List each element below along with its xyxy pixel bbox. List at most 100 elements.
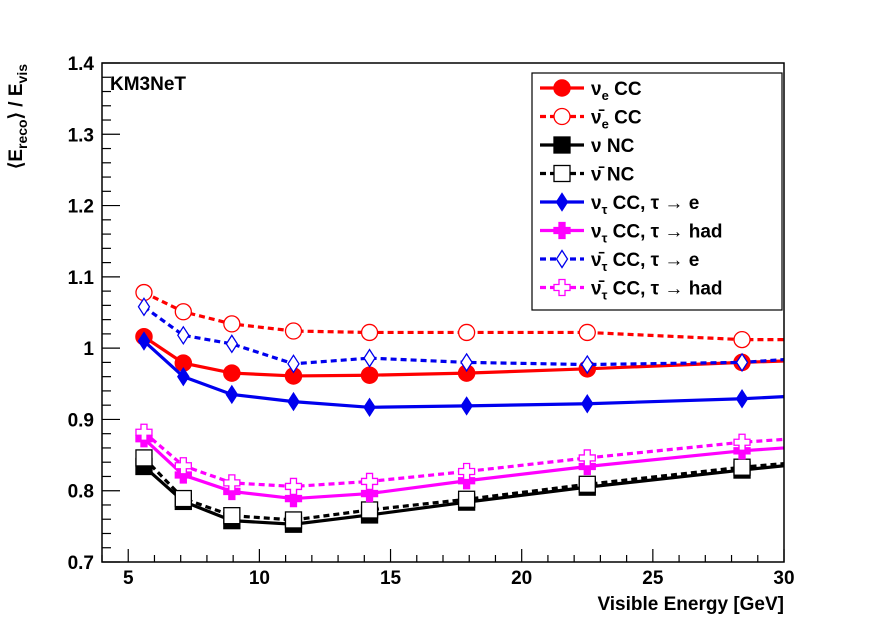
data-point bbox=[733, 458, 751, 476]
series-line bbox=[143, 305, 785, 367]
data-point bbox=[735, 389, 749, 409]
series-line bbox=[142, 456, 785, 522]
x-tick-label: 25 bbox=[642, 568, 664, 589]
data-point bbox=[223, 315, 241, 333]
y-axis-label-part: ⟩ / E bbox=[6, 83, 27, 119]
legend-entry: ν̄ NC bbox=[540, 165, 635, 186]
legend-label: ντ CC, τ → had bbox=[591, 222, 723, 246]
legend-marker bbox=[553, 164, 571, 183]
x-tick-label: 15 bbox=[380, 568, 402, 589]
data-point bbox=[360, 366, 379, 384]
y-axis-label-subscript: reco bbox=[14, 119, 30, 149]
legend-entry: ν̄τ CC, τ → had bbox=[540, 279, 723, 303]
data-point bbox=[733, 330, 751, 349]
y-tick-label: 0.9 bbox=[68, 410, 94, 431]
legend-entry: ν NC bbox=[540, 136, 635, 157]
data-point bbox=[580, 394, 594, 414]
series-layer bbox=[135, 283, 785, 533]
y-tick-label: 0.7 bbox=[68, 553, 94, 574]
data-point bbox=[360, 501, 379, 519]
legend-marker bbox=[553, 107, 571, 126]
data-point bbox=[578, 323, 596, 342]
y-tick-label: 1.3 bbox=[68, 125, 94, 146]
x-tick-label: 30 bbox=[773, 568, 794, 589]
data-point bbox=[363, 348, 376, 368]
legend-marker bbox=[553, 136, 571, 154]
legend-entry: νe CC bbox=[540, 79, 642, 103]
legend-box bbox=[531, 72, 783, 311]
series-4 bbox=[137, 331, 785, 418]
legend-marker bbox=[555, 192, 569, 212]
data-point bbox=[287, 354, 300, 374]
legend-entry: ντ CC, τ → e bbox=[540, 192, 699, 217]
x-axis-label: Visible Energy [GeV] bbox=[597, 594, 784, 615]
x-tick-label: 20 bbox=[511, 568, 532, 589]
data-point bbox=[135, 449, 153, 467]
legend-label: ντ CC, τ → e bbox=[591, 193, 699, 217]
data-point bbox=[460, 352, 473, 373]
data-point bbox=[580, 354, 594, 375]
data-point bbox=[360, 472, 379, 491]
data-point bbox=[177, 366, 190, 387]
data-point bbox=[578, 475, 596, 493]
legend-label: ν NC bbox=[591, 136, 635, 157]
legend-marker bbox=[553, 221, 571, 240]
data-point bbox=[225, 384, 239, 405]
y-axis-label-part: ⟨E bbox=[6, 149, 27, 169]
data-point bbox=[223, 474, 241, 492]
data-point bbox=[284, 322, 303, 340]
data-point bbox=[457, 490, 476, 508]
legend-label: ν̄ NC bbox=[591, 165, 635, 186]
legend-marker bbox=[553, 79, 571, 97]
legend: νe CC ν̄e CC ν NC ν̄ NC ντ CC, τ → e ντ CC, τ… bbox=[531, 72, 783, 311]
x-tick-label: 10 bbox=[249, 568, 270, 589]
series-3 bbox=[135, 449, 785, 529]
data-point bbox=[135, 423, 153, 441]
data-point bbox=[223, 364, 241, 382]
data-point bbox=[578, 449, 596, 467]
y-tick-label: 0.8 bbox=[68, 482, 94, 503]
legend-label: ν̄e CC bbox=[591, 108, 642, 132]
legend-label: νe CC bbox=[591, 79, 642, 103]
series-6 bbox=[137, 297, 785, 375]
data-point bbox=[137, 297, 151, 317]
y-tick-label: 1.2 bbox=[68, 197, 94, 218]
data-point bbox=[287, 391, 300, 412]
data-point bbox=[360, 323, 379, 342]
legend-marker bbox=[553, 278, 571, 297]
data-point bbox=[284, 489, 303, 508]
x-tick-label: 5 bbox=[123, 568, 134, 589]
legend-entry: ν̄e CC bbox=[540, 108, 642, 132]
y-tick-label: 1.1 bbox=[68, 268, 95, 289]
data-point bbox=[137, 331, 151, 351]
data-point bbox=[284, 511, 303, 529]
data-point bbox=[457, 462, 476, 481]
experiment-label: KM3NeT bbox=[110, 74, 186, 95]
data-point bbox=[225, 334, 239, 354]
legend-entry: ντ CC, τ → had bbox=[540, 222, 723, 246]
data-point bbox=[733, 433, 751, 451]
data-point bbox=[363, 397, 376, 418]
data-point bbox=[457, 323, 476, 342]
axis-tick-labels: 5 10 15 20 25 30 0.7 0.8 0.9 1 1.1 1.2 1.3 1.4 bbox=[68, 54, 795, 589]
y-axis-label: ⟨Ereco⟩ / Evis bbox=[6, 64, 30, 169]
data-point bbox=[174, 489, 192, 508]
data-point bbox=[284, 477, 303, 496]
axis-ticks bbox=[101, 62, 785, 563]
y-tick-label: 1 bbox=[83, 339, 94, 360]
data-point bbox=[177, 325, 190, 346]
data-point bbox=[360, 484, 379, 503]
data-point bbox=[460, 396, 473, 416]
series-7 bbox=[135, 423, 785, 496]
data-point bbox=[223, 507, 241, 525]
y-axis-label-subscript: vis bbox=[14, 64, 30, 84]
y-tick-label: 1.4 bbox=[68, 54, 95, 75]
data-point bbox=[174, 457, 192, 475]
legend-entry: ν̄τ CC, τ → e bbox=[540, 249, 699, 274]
data-point bbox=[174, 303, 192, 321]
legend-label: ν̄τ CC, τ → had bbox=[591, 279, 723, 303]
data-point bbox=[735, 352, 749, 373]
legend-marker bbox=[555, 249, 569, 269]
series-1 bbox=[135, 283, 784, 349]
